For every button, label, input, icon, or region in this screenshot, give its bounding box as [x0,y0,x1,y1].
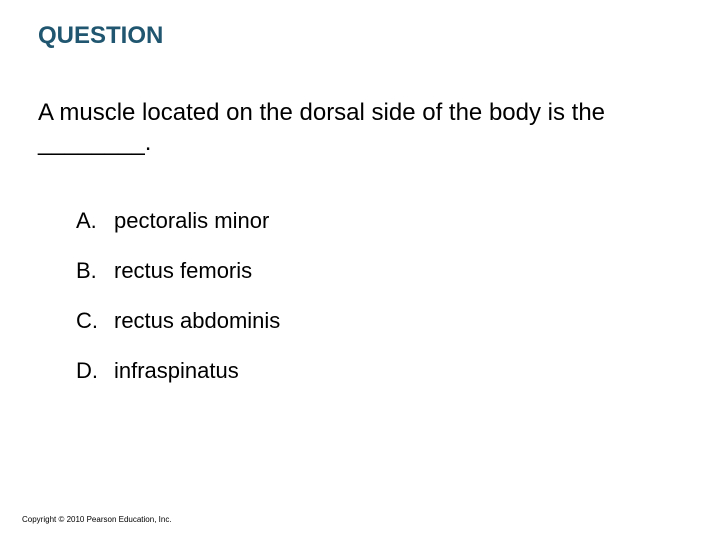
option-letter: D. [76,358,114,384]
option-a: A. pectoralis minor [76,208,280,234]
option-letter: C. [76,308,114,334]
option-letter: A. [76,208,114,234]
option-b: B. rectus femoris [76,258,280,284]
option-text: rectus femoris [114,258,252,284]
option-c: C. rectus abdominis [76,308,280,334]
options-list: A. pectoralis minor B. rectus femoris C.… [76,208,280,384]
copyright-text: Copyright © 2010 Pearson Education, Inc. [22,515,172,524]
question-heading: QUESTION [38,22,163,50]
question-text: A muscle located on the dorsal side of t… [38,98,690,158]
option-text: pectoralis minor [114,208,269,234]
option-text: rectus abdominis [114,308,280,334]
option-letter: B. [76,258,114,284]
option-d: D. infraspinatus [76,358,280,384]
option-text: infraspinatus [114,358,239,384]
